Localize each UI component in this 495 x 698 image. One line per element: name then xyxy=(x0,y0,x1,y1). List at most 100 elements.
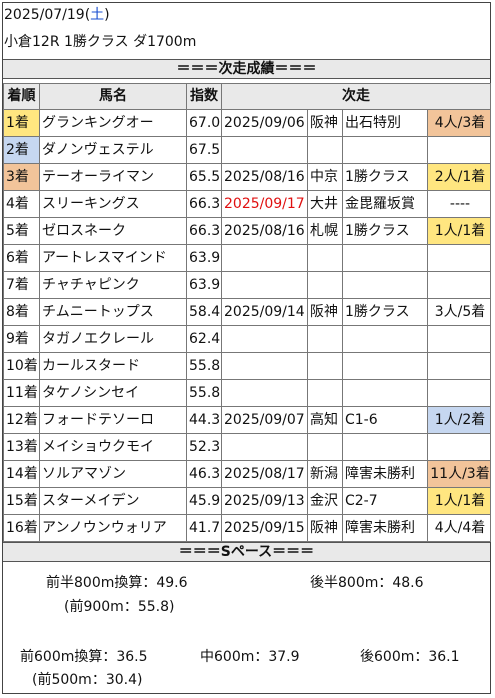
next-date-cell: 2025/09/07 xyxy=(221,406,308,434)
horse-name-cell: ソルアマゾン xyxy=(39,460,187,488)
next-race-cell xyxy=(342,379,428,407)
index-cell: 66.3 xyxy=(186,190,222,218)
next-track-cell xyxy=(307,271,343,299)
next-track-cell: 高知 xyxy=(307,406,343,434)
next-date-cell: 2025/09/06 xyxy=(221,109,308,137)
horse-name-cell: テーオーライマン xyxy=(39,163,187,191)
rank-cell: 2着 xyxy=(3,136,40,164)
pace-last800: 後半800m：48.6 xyxy=(310,575,424,591)
index-cell: 55.8 xyxy=(186,352,222,380)
horse-name-cell: スターメイデン xyxy=(39,487,187,515)
next-date-cell: 2025/09/14 xyxy=(221,298,308,326)
pace-first800: 前半800m換算：49.6 xyxy=(46,575,188,591)
index-cell: 55.8 xyxy=(186,379,222,407)
rank-cell: 12着 xyxy=(3,406,40,434)
col-header-rank: 着順 xyxy=(3,83,40,110)
rank-cell: 5着 xyxy=(3,217,40,245)
horse-name-cell: チャチャピンク xyxy=(39,271,187,299)
horse-name-cell: タガノエクレール xyxy=(39,325,187,353)
weekday-text: 土 xyxy=(90,7,105,23)
next-result-cell xyxy=(427,244,491,272)
index-cell: 63.9 xyxy=(186,244,222,272)
next-race-cell: 1勝クラス xyxy=(342,163,428,191)
result-row: 5着 ゼロスネーク 66.3 2025/08/16 札幌 1勝クラス 1人/1着 xyxy=(3,217,491,245)
result-row: 14着 ソルアマゾン 46.3 2025/08/17 新潟 障害未勝利 11人/3着 xyxy=(3,460,491,488)
next-result-cell xyxy=(427,379,491,407)
rank-cell: 11着 xyxy=(3,379,40,407)
index-cell: 46.3 xyxy=(186,460,222,488)
rank-cell: 8着 xyxy=(3,298,40,326)
next-race-cell: C2-7 xyxy=(342,487,428,515)
index-cell: 62.4 xyxy=(186,325,222,353)
next-track-cell: 阪神 xyxy=(307,514,343,542)
next-result-cell xyxy=(427,325,491,353)
index-cell: 67.5 xyxy=(186,136,222,164)
col-header-index: 指数 xyxy=(186,83,222,110)
next-race-cell xyxy=(342,325,428,353)
next-result-cell: 2人/1着 xyxy=(427,163,491,191)
next-date-cell xyxy=(221,325,308,353)
index-cell: 45.9 xyxy=(186,487,222,515)
next-result-cell: 1人/2着 xyxy=(427,406,491,434)
results-header-row: 着順 馬名 指数 次走 xyxy=(3,83,491,110)
index-cell: 67.0 xyxy=(186,109,222,137)
col-header-name: 馬名 xyxy=(39,83,187,110)
next-race-cell: 1勝クラス xyxy=(342,298,428,326)
horse-name-cell: スリーキングス xyxy=(39,190,187,218)
next-track-cell xyxy=(307,244,343,272)
result-row: 13着 メイショウクモイ 52.3 xyxy=(3,433,491,461)
next-result-cell: ---- xyxy=(427,190,491,218)
next-race-cell xyxy=(342,433,428,461)
rank-cell: 14着 xyxy=(3,460,40,488)
pace-first500: (前500m：30.4) xyxy=(32,672,143,688)
index-cell: 52.3 xyxy=(186,433,222,461)
next-date-cell: 2025/08/16 xyxy=(221,217,308,245)
next-track-cell xyxy=(307,136,343,164)
next-track-cell: 金沢 xyxy=(307,487,343,515)
rank-cell: 13着 xyxy=(3,433,40,461)
result-row: 6着 アートレスマインド 63.9 xyxy=(3,244,491,272)
horse-name-cell: フォードテソーロ xyxy=(39,406,187,434)
rank-cell: 6着 xyxy=(3,244,40,272)
next-result-cell xyxy=(427,433,491,461)
rank-cell: 16着 xyxy=(3,514,40,542)
next-result-cell xyxy=(427,271,491,299)
pace-first900: (前900m：55.8) xyxy=(64,599,175,615)
col-header-next: 次走 xyxy=(221,83,491,110)
next-date-cell: 2025/09/15 xyxy=(221,514,308,542)
next-track-cell: 札幌 xyxy=(307,217,343,245)
horse-name-cell: アンノウンウォリア xyxy=(39,514,187,542)
next-result-cell xyxy=(427,136,491,164)
result-row: 16着 アンノウンウォリア 41.7 2025/09/15 阪神 障害未勝利 4人/4着 xyxy=(3,514,491,542)
rank-cell: 4着 xyxy=(3,190,40,218)
index-cell: 65.5 xyxy=(186,163,222,191)
rank-cell: 1着 xyxy=(3,109,40,137)
next-result-cell: 4人/4着 xyxy=(427,514,491,542)
horse-name-cell: ダノンヴェステル xyxy=(39,136,187,164)
next-race-cell: 出石特別 xyxy=(342,109,428,137)
pace-last600: 後600m：36.1 xyxy=(360,649,460,665)
next-result-cell xyxy=(427,352,491,380)
result-row: 8着 チムニートップス 58.4 2025/09/14 阪神 1勝クラス 3人/5着 xyxy=(3,298,491,326)
next-track-cell: 新潟 xyxy=(307,460,343,488)
result-row: 12着 フォードテソーロ 44.3 2025/09/07 高知 C1-6 1人/2着 xyxy=(3,406,491,434)
next-result-cell: 1人/1着 xyxy=(427,217,491,245)
next-race-cell xyxy=(342,352,428,380)
result-row: 2着 ダノンヴェステル 67.5 xyxy=(3,136,491,164)
index-cell: 58.4 xyxy=(186,298,222,326)
next-race-cell xyxy=(342,271,428,299)
next-race-cell: 1勝クラス xyxy=(342,217,428,245)
next-date-cell: 2025/09/13 xyxy=(221,487,308,515)
next-track-cell xyxy=(307,433,343,461)
next-date-cell: 2025/08/16 xyxy=(221,163,308,191)
result-row: 7着 チャチャピンク 63.9 xyxy=(3,271,491,299)
horse-name-cell: タケノシンセイ xyxy=(39,379,187,407)
pace-section-title: ＝＝＝Sペース＝＝＝ xyxy=(3,542,490,562)
next-date-cell: 2025/08/17 xyxy=(221,460,308,488)
index-cell: 41.7 xyxy=(186,514,222,542)
rank-cell: 10着 xyxy=(3,352,40,380)
rank-cell: 9着 xyxy=(3,325,40,353)
results-card xyxy=(2,2,491,694)
next-result-cell: 4人/3着 xyxy=(427,109,491,137)
next-date-cell xyxy=(221,352,308,380)
